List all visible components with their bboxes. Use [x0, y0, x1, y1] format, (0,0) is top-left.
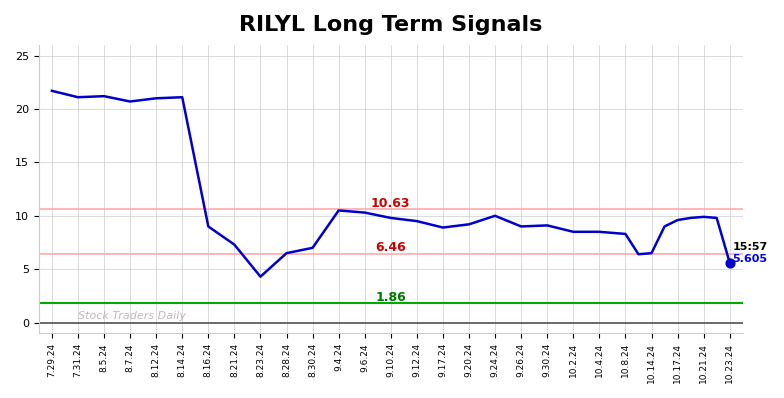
Text: 6.46: 6.46 — [376, 242, 406, 254]
Title: RILYL Long Term Signals: RILYL Long Term Signals — [239, 15, 543, 35]
Point — [724, 259, 736, 266]
Text: 1.86: 1.86 — [376, 291, 406, 304]
Text: 5.605: 5.605 — [732, 254, 768, 263]
Text: 15:57: 15:57 — [732, 242, 768, 252]
Text: 10.63: 10.63 — [371, 197, 411, 210]
Text: Stock Traders Daily: Stock Traders Daily — [78, 311, 186, 322]
